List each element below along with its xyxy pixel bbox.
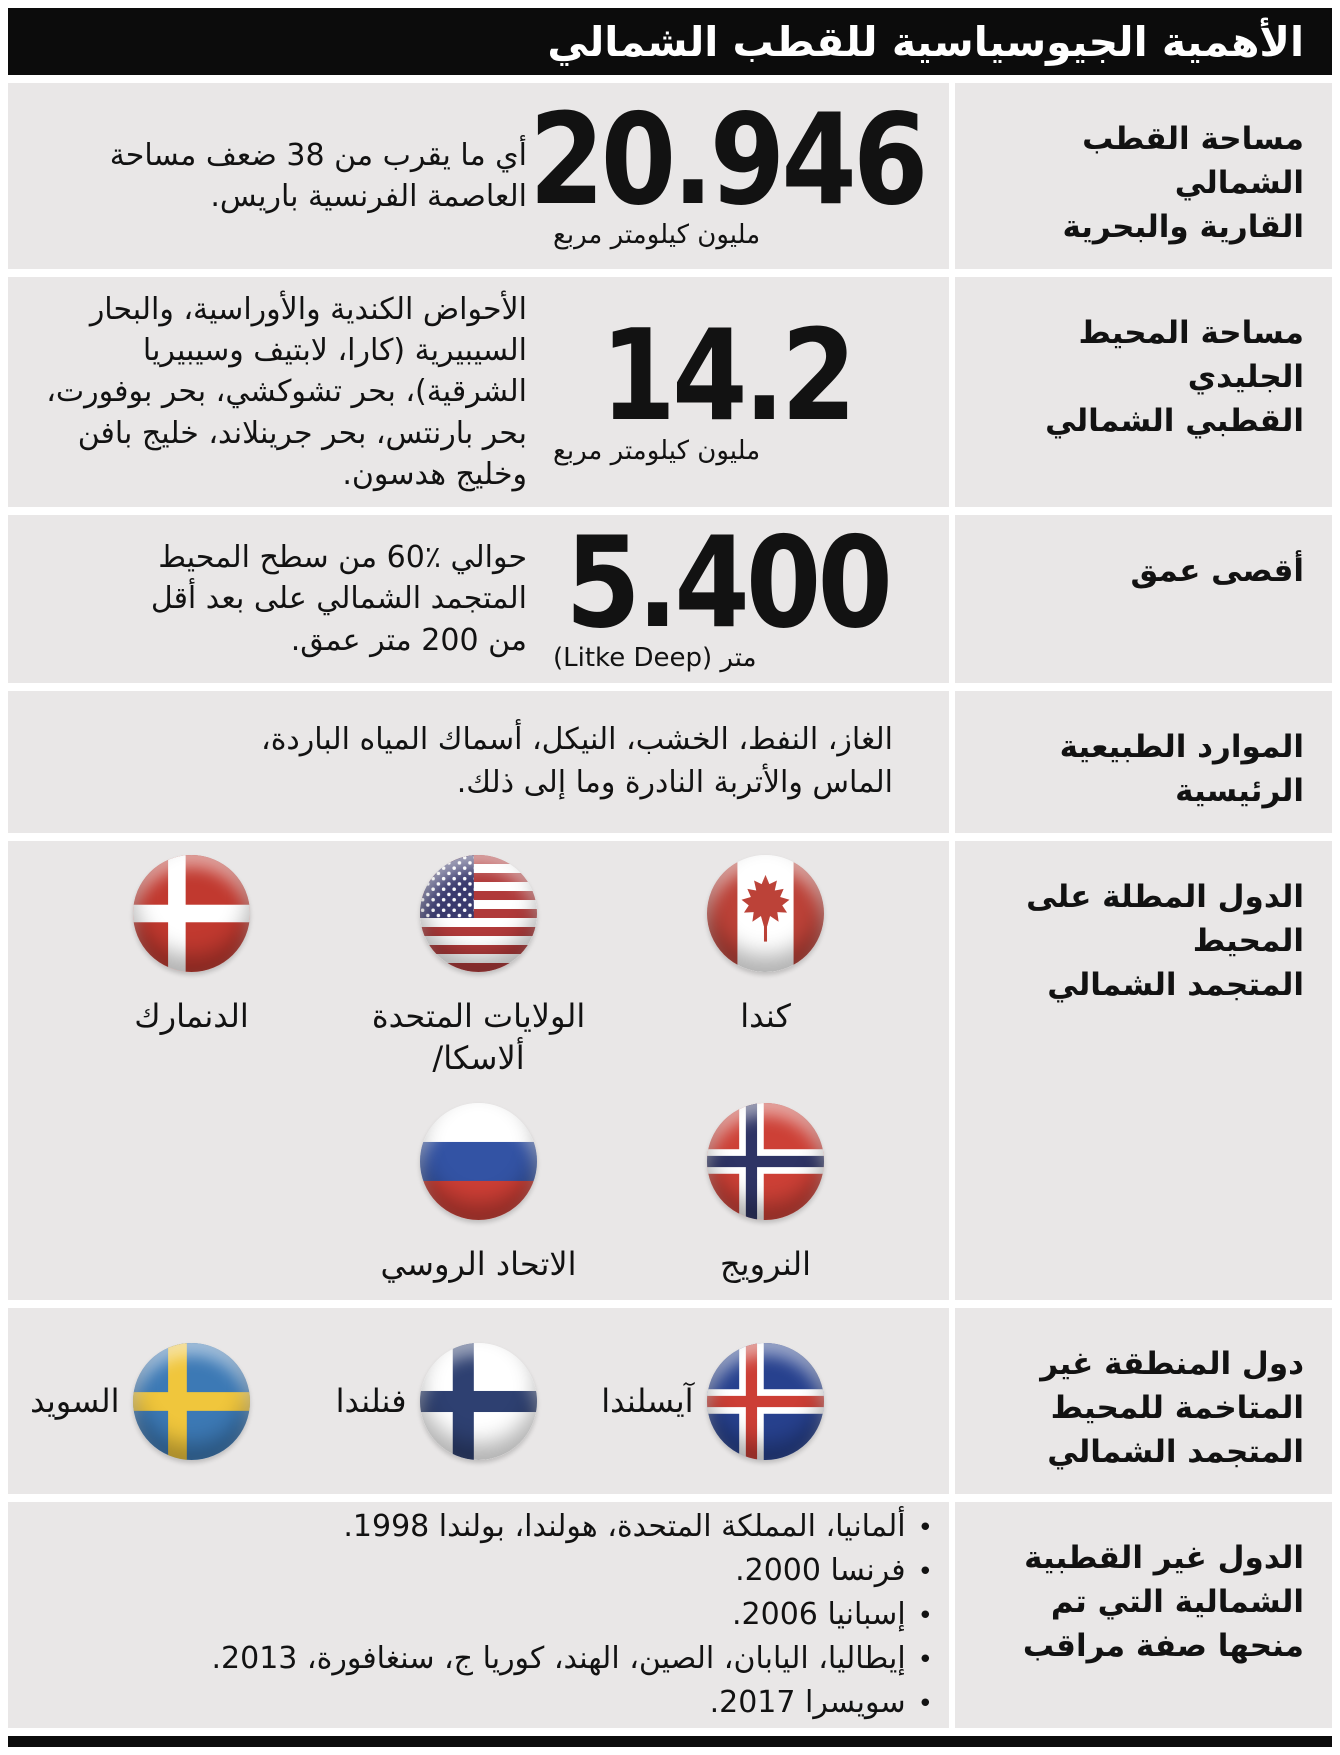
country-name: آيسلندا [601,1382,694,1421]
stat-block: 20.946 مليون كيلومتر مربع [527,86,928,250]
finland-flag-icon [420,1342,537,1460]
country-canada: كندا [622,855,909,1079]
row-resources-label: الموارد الطبيعية الرئيسية [955,691,1332,834]
row-ocean-area-content: 14.2 مليون كيلومتر مربع الأحواض الكندية … [8,277,949,508]
country-name: السويد [30,1382,120,1421]
row-bordering-states-label: الدول المطلة على المحيط المتجمد الشمالي [955,841,1332,1301]
row-regional-states-label: دول المنطقة غير المتاخمة للمحيط المتجمد … [955,1308,1332,1495]
norway-flag-icon [707,1103,824,1221]
country-name: فنلندا [335,1382,407,1421]
row-max-depth-content: 5.400 متر (Litke Deep) حوالي ٪60 من سطح … [8,509,949,684]
russia-flag-icon [420,1103,537,1221]
country-name: كندا [740,997,791,1036]
row-observer-states-content: ألمانيا، المملكة المتحدة، هولندا، بولندا… [8,1502,949,1729]
stat-unit: مليون كيلومتر مربع [553,219,761,250]
row-arctic-area-label: مساحة القطب الشمالي القارية والبحرية [955,83,1332,270]
country-russia: الاتحاد الروسي [335,1103,622,1286]
row-regional-states: دول المنطقة غير المتاخمة للمحيط المتجمد … [8,1308,1332,1495]
page-title: الأهمية الجيوسياسية للقطب الشمالي [547,17,1304,66]
row-regional-states-content: آيسلندا فنلندا [8,1308,949,1495]
row-arctic-area-content: 20.946 مليون كيلومتر مربع أي ما يقرب من … [8,83,949,270]
stat-value: 20.946 [529,86,928,234]
stat-block: 14.2 مليون كيلومتر مربع [527,302,927,466]
canada-flag-icon [707,855,824,973]
stat-block: 5.400 متر (Litke Deep) [527,509,927,673]
list-item: سويسرا 2017. [48,1681,933,1725]
list-item: فرنسا 2000. [48,1549,933,1593]
row-resources: الموارد الطبيعية الرئيسية الغاز، النفط، … [8,691,1332,834]
row-observer-states-label: الدول غير القطبية الشمالية التي تم منحها… [955,1502,1332,1729]
row-ocean-area-label: مساحة المحيط الجليدي القطبي الشمالي [955,277,1332,508]
bottom-bar [8,1736,1332,1748]
stat-unit: متر (Litke Deep) [553,643,757,673]
country-denmark: الدنمارك [48,855,335,1079]
row-ocean-area: مساحة المحيط الجليدي القطبي الشمالي 14.2… [8,277,1332,508]
list-item: إيطاليا، اليابان، الصين، الهند، كوريا ج،… [48,1637,933,1681]
header-bar: الأهمية الجيوسياسية للقطب الشمالي [8,8,1332,75]
iceland-flag-icon [707,1342,824,1460]
list-item: ألمانيا، المملكة المتحدة، هولندا، بولندا… [48,1505,933,1549]
stat-value: 14.2 [600,302,857,450]
row-observer-states: الدول غير القطبية الشمالية التي تم منحها… [8,1502,1332,1729]
bordering-states-grid: كندا [8,855,949,1286]
usa-flag-icon [420,855,537,973]
country-norway: النرويج [622,1103,909,1286]
country-usa: الولايات المتحدة /ألاسكا [335,855,622,1079]
row-resources-content: الغاز، النفط، الخشب، النيكل، أسماك الميا… [8,691,949,834]
observer-states-list: ألمانيا، المملكة المتحدة، هولندا، بولندا… [8,1505,949,1725]
country-name: الولايات المتحدة /ألاسكا [372,996,585,1079]
stat-note: الأحواض الكندية والأوراسية، والبحار السي… [46,291,527,493]
row-bordering-states: الدول المطلة على المحيط المتجمد الشمالي … [8,841,1332,1301]
stat-note: أي ما يقرب من 38 ضعف مساحة العاصمة الفرن… [109,137,527,215]
country-name: الاتحاد الروسي [380,1245,577,1284]
country-finland: فنلندا [335,1342,622,1460]
country-sweden: السويد [30,1342,335,1460]
list-item: إسبانيا 2006. [48,1593,933,1637]
country-name: النرويج [720,1245,811,1284]
sweden-flag-icon [133,1342,250,1460]
row-max-depth-label: أقصى عمق [955,515,1332,684]
stat-note: حوالي ٪60 من سطح المحيط المتجمد الشمالي … [150,539,527,658]
country-name-line2: /ألاسكا [432,1038,525,1077]
regional-states-grid: آيسلندا فنلندا [8,1342,949,1460]
row-bordering-states-content: كندا [8,841,949,1301]
denmark-flag-icon [133,855,250,973]
row-arctic-area: مساحة القطب الشمالي القارية والبحرية 20.… [8,83,1332,270]
stat-unit: مليون كيلومتر مربع [553,436,761,466]
stat-value: 5.400 [565,509,893,657]
resources-text: الغاز، النفط، الخشب، النيكل، أسماك الميا… [261,722,893,801]
country-iceland: آيسلندا [601,1342,909,1460]
country-name: الدنمارك [134,997,249,1036]
row-max-depth: أقصى عمق 5.400 متر (Litke Deep) حوالي ٪6… [8,509,1332,684]
